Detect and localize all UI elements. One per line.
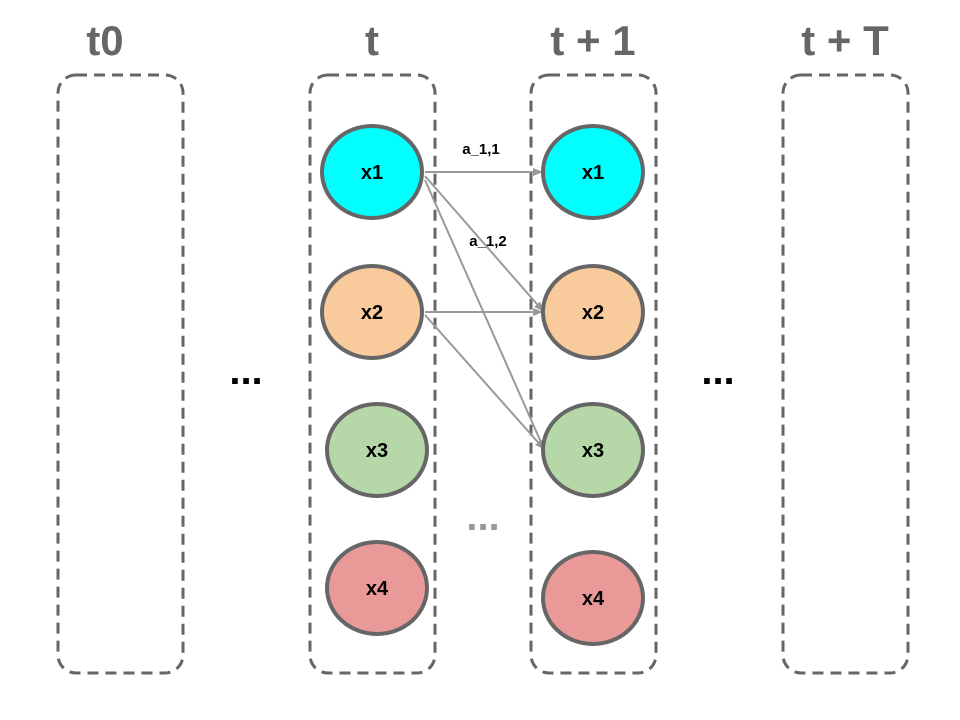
timestep-box-t <box>308 73 437 675</box>
node-label: x4 <box>582 588 605 610</box>
node-label: x3 <box>582 440 604 462</box>
edge-x1-x3 <box>424 179 545 450</box>
node-t1-x2 <box>541 264 645 360</box>
edge-x2-x3 <box>424 314 545 450</box>
node-label: x3 <box>366 440 388 462</box>
ellipsis-left: ... <box>229 349 262 393</box>
node-t1-x1 <box>541 124 645 220</box>
node-t-x2 <box>320 264 424 360</box>
node-t-x4 <box>325 540 429 636</box>
timestep-box-t0 <box>56 73 185 675</box>
node-t-x1 <box>320 124 424 220</box>
edge-x1-x2 <box>424 175 544 312</box>
column-title-t-plus-1: t + 1 <box>550 17 635 64</box>
node-label: x2 <box>582 302 604 324</box>
node-t1-x3 <box>541 402 645 498</box>
node-label: x2 <box>361 302 383 324</box>
column-title-t-plus-T: t + T <box>801 17 889 64</box>
timestep-box-t-plus-T <box>781 73 910 675</box>
ellipsis-middle: ... <box>466 495 499 539</box>
node-t-x3 <box>325 402 429 498</box>
ellipsis-right: ... <box>701 349 734 393</box>
edge-label-a12: a_1,2 <box>469 233 507 250</box>
node-label: x1 <box>582 162 604 184</box>
node-t1-x4 <box>541 550 645 646</box>
timestep-box-t-plus-1 <box>529 73 658 675</box>
node-label: x4 <box>366 578 389 600</box>
edge-label-a11: a_1,1 <box>462 141 500 158</box>
column-title-t: t <box>365 17 379 64</box>
node-label: x1 <box>361 162 383 184</box>
column-title-t0: t0 <box>86 17 123 64</box>
